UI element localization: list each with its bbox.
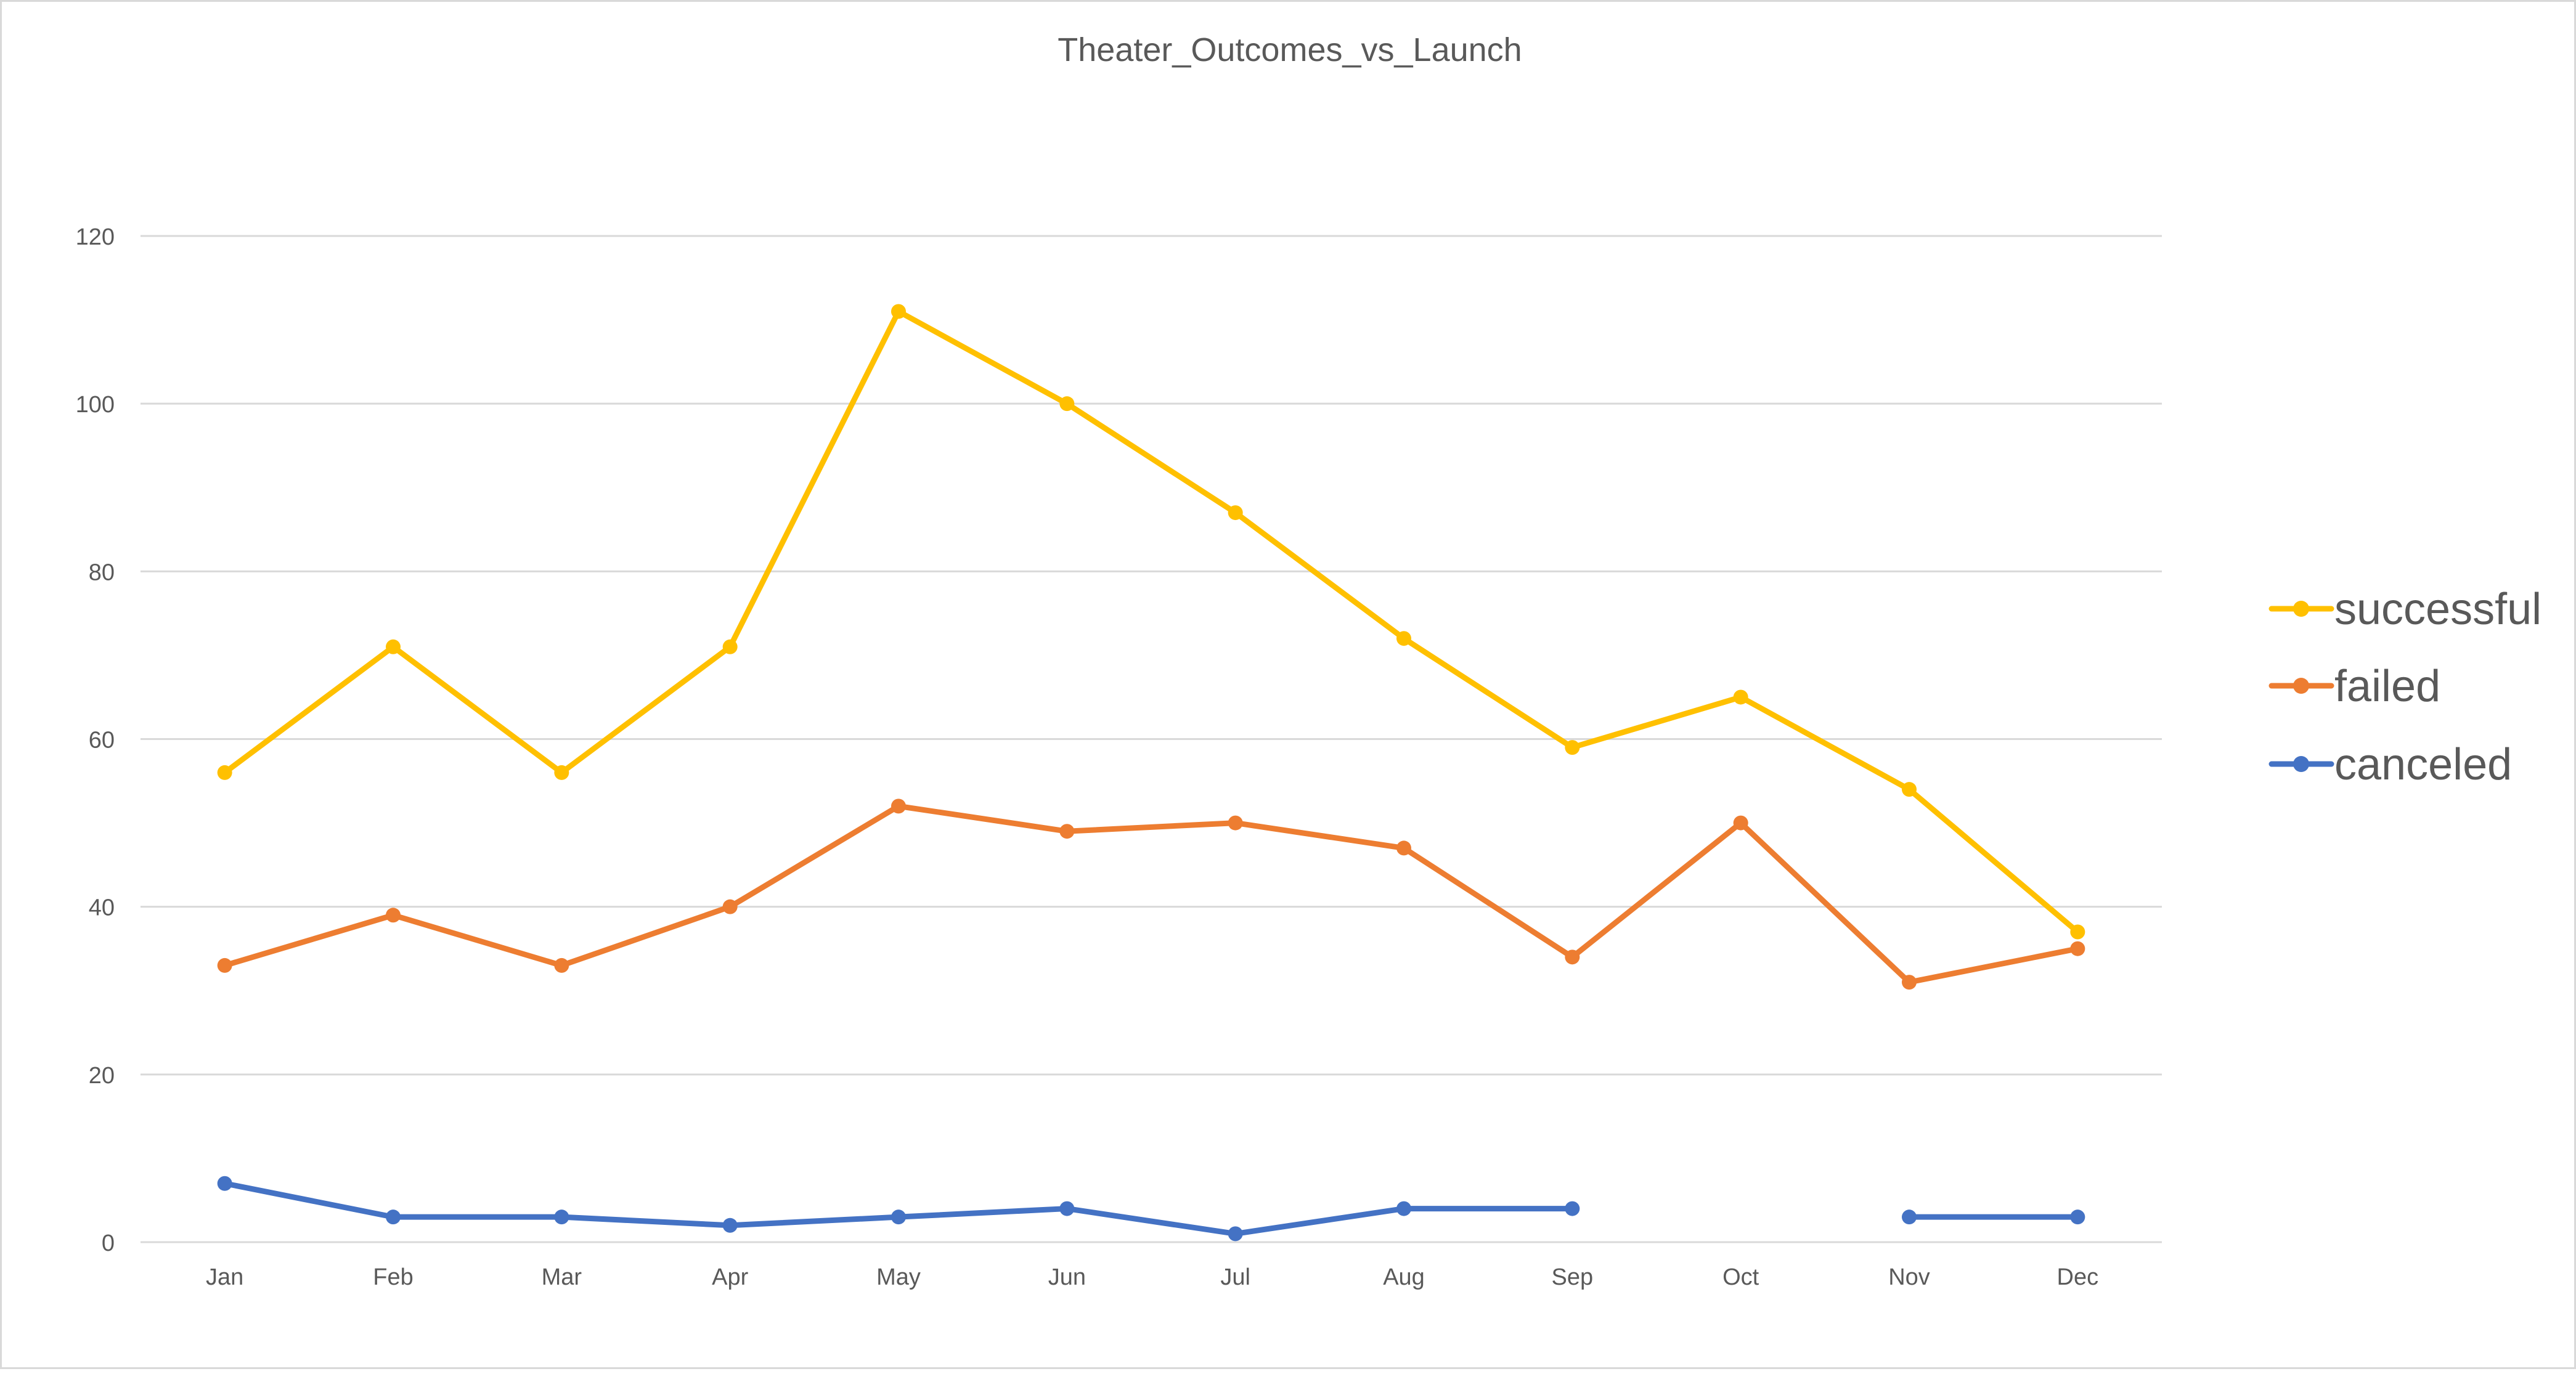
data-point [1228, 1226, 1243, 1242]
y-tick-label: 40 [89, 895, 115, 921]
data-point [2070, 924, 2085, 940]
data-point [1228, 505, 1243, 521]
series-line [222, 308, 2081, 935]
legend-item-canceled: canceled [2268, 740, 2512, 789]
data-point [1396, 631, 1411, 646]
data-point [1565, 1201, 1580, 1216]
legend-label: canceled [2334, 740, 2512, 789]
data-point [1228, 815, 1243, 831]
y-tick-label: 100 [76, 392, 115, 418]
data-point [1396, 1201, 1411, 1216]
legend-marker [2293, 756, 2309, 772]
x-tick-label: Aug [1383, 1264, 1425, 1290]
series-canceled [217, 1176, 2085, 1242]
data-point [1733, 689, 1748, 705]
data-point [1396, 840, 1411, 856]
data-point [1059, 1201, 1075, 1216]
y-tick-label: 0 [102, 1230, 115, 1256]
x-tick-label: Oct [1722, 1264, 1759, 1290]
chart-title: Theater_Outcomes_vs_Launch [1058, 31, 1522, 68]
data-point [1733, 815, 1748, 831]
x-tick-label: Jun [1048, 1264, 1086, 1290]
data-point [386, 639, 401, 654]
x-tick-label: Apr [712, 1264, 748, 1290]
series-lines [217, 304, 2085, 1242]
data-point [1902, 782, 1917, 797]
data-point [217, 765, 232, 780]
legend: successful failed canceled [2268, 585, 2541, 789]
data-point [386, 908, 401, 923]
data-point [722, 1217, 738, 1233]
legend-marker [2293, 678, 2309, 694]
data-point [1902, 1209, 1917, 1225]
data-point [1565, 740, 1580, 755]
data-point [386, 1209, 401, 1225]
y-tick-label: 60 [89, 728, 115, 754]
data-point [891, 1209, 906, 1225]
data-point [1059, 396, 1075, 412]
x-tick-label: Sep [1552, 1264, 1594, 1290]
data-point [1565, 949, 1580, 965]
series-line [222, 803, 2081, 985]
data-point [217, 957, 232, 973]
x-tick-label: May [876, 1264, 921, 1290]
x-tick-label: Dec [2057, 1264, 2099, 1290]
y-tick-label: 80 [89, 559, 115, 585]
x-tick-label: Nov [1888, 1264, 1930, 1290]
series-successful [217, 304, 2085, 940]
gridlines [141, 235, 2162, 1243]
data-point [554, 765, 569, 780]
x-tick-label: Feb [373, 1264, 413, 1290]
y-tick-label: 20 [89, 1063, 115, 1089]
series-line [222, 1181, 1575, 1237]
legend-item-successful: successful [2268, 585, 2541, 634]
data-point [891, 799, 906, 814]
data-point [891, 304, 906, 319]
legend-marker [2293, 601, 2309, 617]
x-tick-label: Jul [1220, 1264, 1250, 1290]
data-point [217, 1176, 232, 1191]
data-point [554, 957, 569, 973]
data-point [554, 1209, 569, 1225]
legend-item-failed: failed [2268, 662, 2440, 711]
data-point [722, 639, 738, 654]
series-failed [217, 799, 2085, 990]
legend-label: successful [2334, 585, 2541, 634]
data-point [722, 899, 738, 914]
data-point [2070, 1209, 2085, 1225]
x-tick-label: Jan [206, 1264, 243, 1290]
data-point [2070, 941, 2085, 956]
data-point [1902, 975, 1917, 990]
x-tick-label: Mar [542, 1264, 582, 1290]
legend-label: failed [2334, 662, 2440, 711]
y-axis-tick-labels: 0 20 40 60 80 100 120 [76, 224, 115, 1256]
data-point [1059, 824, 1075, 839]
x-axis-tick-labels: Jan Feb Mar Apr May Jun Jul Aug Sep Oct Nov Dec [206, 1264, 2098, 1290]
y-tick-label: 120 [76, 224, 115, 250]
